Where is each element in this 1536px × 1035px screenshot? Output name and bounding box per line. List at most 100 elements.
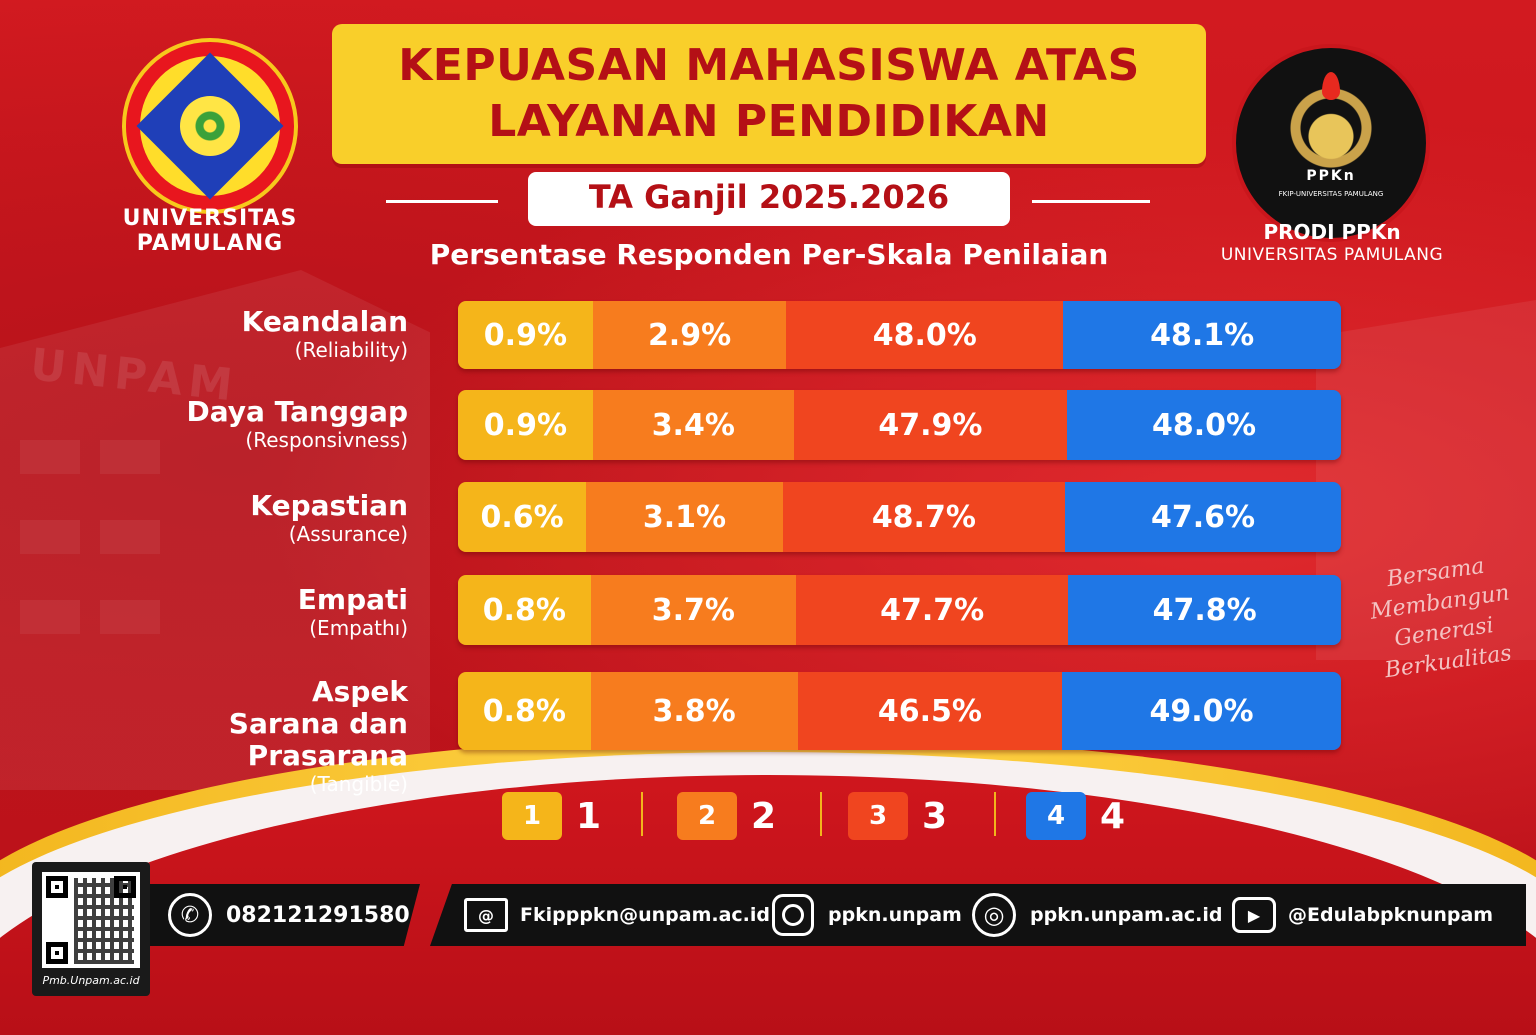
ppkn-badge-text: PPKn [1306, 168, 1356, 184]
phone-number[interactable]: 082121291580 [226, 902, 410, 928]
footer-website[interactable]: ◎ ppkn.unpam.ac.id [972, 884, 1223, 946]
globe-icon: ◎ [972, 893, 1016, 937]
data-label: 47.8% [1152, 592, 1257, 628]
legend-label: 4 [1100, 795, 1126, 837]
bar-segment-scale-3: 47.7% [796, 575, 1069, 645]
prodi-name: PRODI PPKn UNIVERSITAS PAMULANG [1220, 220, 1444, 265]
bar-segment-scale-3: 46.5% [797, 672, 1063, 750]
website-url[interactable]: ppkn.unpam.ac.id [1030, 904, 1223, 926]
category-name: Kepastian [250, 489, 408, 522]
qr-url[interactable]: Pmb.Unpam.ac.id [42, 974, 140, 987]
category-label: Empati (Empathı) [150, 583, 408, 641]
subtitle-rule-right [1032, 200, 1150, 203]
building-window [20, 440, 80, 474]
bar-segment-scale-1: 0.6% [458, 482, 587, 552]
data-label: 0.9% [483, 407, 567, 443]
bar-segment-scale-2: 3.4% [592, 390, 794, 460]
data-label: 46.5% [877, 693, 982, 729]
bar-segment-scale-3: 48.7% [782, 482, 1066, 552]
building-silhouette-right [1316, 300, 1536, 660]
data-label: 2.9% [647, 317, 732, 353]
data-label: 3.4% [651, 407, 735, 443]
legend-label: 2 [751, 795, 777, 837]
bar-segment-scale-2: 3.7% [590, 575, 797, 645]
footer-youtube[interactable]: ▶ @Edulabpknunpam [1232, 884, 1493, 946]
legend-swatch: 2 [677, 792, 737, 840]
bar-segment-scale-4: 47.6% [1065, 482, 1341, 552]
ppkn-logo: PPKn FKIP-UNIVERSITAS PAMULANG [1232, 44, 1430, 242]
category-subname: (Empathı) [309, 616, 408, 640]
subtitle-rule-left [386, 200, 498, 203]
footer-phone[interactable]: ✆ 082121291580 [168, 884, 410, 946]
data-label: 48.0% [872, 317, 977, 353]
whatsapp-icon: ✆ [168, 893, 212, 937]
flower-emblem-icon [190, 106, 230, 146]
bar-segment-scale-2: 3.8% [590, 672, 798, 750]
unpam-logo [122, 38, 298, 214]
category-subname: (Reliability) [294, 338, 408, 362]
category-name: Daya Tanggap [186, 395, 408, 428]
stacked-bar: 0.9% 2.9% 48.0% 48.1% [458, 301, 1341, 369]
youtube-icon: ▶ [1232, 897, 1276, 933]
youtube-handle[interactable]: @Edulabpknunpam [1288, 904, 1494, 926]
bar-segment-scale-2: 2.9% [592, 301, 787, 369]
data-label: 0.6% [480, 499, 564, 535]
subtitle-box: TA Ganjil 2025.2026 [528, 172, 1010, 226]
flame-icon [1322, 72, 1340, 100]
title-box: KEPUASAN MAHASISWA ATAS LAYANAN PENDIDIK… [332, 24, 1206, 164]
data-label: 47.9% [878, 407, 983, 443]
instagram-icon [772, 894, 814, 936]
building-window [100, 600, 160, 634]
instagram-handle[interactable]: ppkn.unpam [828, 904, 962, 926]
footer-email[interactable]: @ Fkipppkn@unpam.ac.id [464, 884, 770, 946]
footer-instagram[interactable]: ppkn.unpam [772, 884, 962, 946]
stacked-bar: 0.9% 3.4% 47.9% 48.0% [458, 390, 1341, 460]
category-name: Empati [297, 583, 408, 616]
data-label: 3.1% [642, 499, 727, 535]
building-silhouette-left [0, 270, 430, 790]
legend-swatch: 1 [502, 792, 562, 840]
category-subname: (Responsivness) [245, 428, 408, 452]
legend-label: 3 [922, 795, 948, 837]
category-subname: (Tangible) [309, 772, 408, 796]
building-window [100, 520, 160, 554]
building-window [100, 440, 160, 474]
bar-segment-scale-4: 48.0% [1067, 390, 1341, 460]
qr-code[interactable] [42, 872, 140, 968]
ppkn-badge-subtext: FKIP-UNIVERSITAS PAMULANG [1278, 190, 1384, 198]
bar-segment-scale-1: 0.9% [458, 390, 593, 460]
bar-segment-scale-1: 0.8% [458, 575, 591, 645]
legend-swatch: 3 [848, 792, 908, 840]
subtitle: TA Ganjil 2025.2026 [588, 178, 950, 216]
bar-segment-scale-3: 48.0% [786, 301, 1064, 369]
chart-title: Persentase Responden Per-Skala Penilaian [429, 238, 1109, 271]
garuda-emblem-icon [1288, 86, 1374, 170]
category-label: Kepastian (Assurance) [150, 489, 408, 547]
legend-separator [994, 792, 996, 836]
bar-segment-scale-1: 0.9% [458, 301, 593, 369]
data-label: 3.8% [652, 693, 736, 729]
data-label: 0.8% [482, 592, 566, 628]
legend-separator [820, 792, 822, 836]
stacked-bar: 0.8% 3.8% 46.5% 49.0% [458, 672, 1341, 750]
email-address[interactable]: Fkipppkn@unpam.ac.id [520, 904, 770, 926]
tagline: Bersama Membangun Generasi Berkualitas [1368, 553, 1514, 684]
data-label: 0.9% [483, 317, 567, 353]
data-label: 48.0% [1152, 407, 1257, 443]
category-label: Aspek Sarana dan Prasarana (Tangible) [150, 675, 408, 797]
bar-segment-scale-4: 47.8% [1068, 575, 1341, 645]
data-label: 47.7% [880, 592, 985, 628]
bar-segment-scale-4: 49.0% [1062, 672, 1341, 750]
category-name: Aspek Sarana dan Prasarana [228, 675, 408, 772]
category-label: Daya Tanggap (Responsivness) [150, 395, 408, 453]
data-label: 3.7% [651, 592, 735, 628]
bar-segment-scale-3: 47.9% [793, 390, 1068, 460]
mail-icon: @ [464, 898, 508, 932]
page-title: KEPUASAN MAHASISWA ATAS LAYANAN PENDIDIK… [398, 40, 1140, 147]
building-window [20, 520, 80, 554]
qr-code-card[interactable]: Pmb.Unpam.ac.id [32, 862, 150, 996]
